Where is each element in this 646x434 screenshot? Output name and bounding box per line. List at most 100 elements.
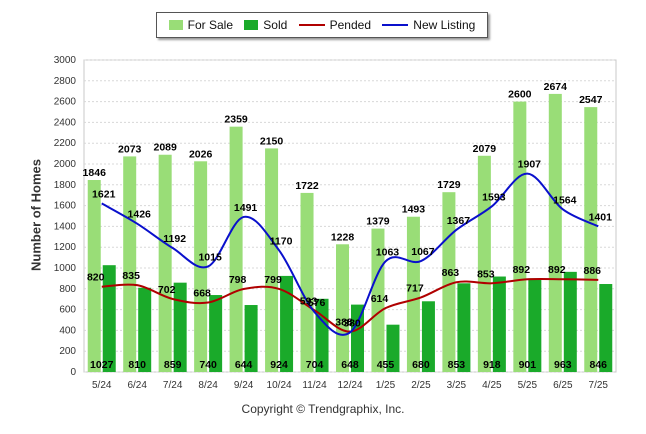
x-tick-label: 11/24 [302,380,327,391]
pended-data-label: 798 [229,274,247,286]
for-sale-data-label: 2073 [118,143,142,155]
sold-bar [386,324,400,372]
sold-data-label: 963 [554,359,572,371]
pended-data-label: 820 [87,272,105,284]
for-sale-data-label: 1722 [295,180,319,192]
for-sale-bar [406,216,420,372]
new-listing-data-label: 1426 [128,209,152,221]
sold-data-label: 918 [483,359,501,371]
new-listing-data-label: 1367 [447,215,471,227]
for-sale-bar [229,126,243,372]
for-sale-bar [265,148,279,372]
for-sale-swatch [168,20,183,30]
new-listing-data-label: 1192 [163,233,186,245]
for-sale-data-label: 1228 [331,231,355,243]
y-tick-label: 1200 [54,242,77,253]
sold-bar [138,287,152,372]
for-sale-bar [300,192,314,372]
for-sale-data-label: 2600 [508,89,532,101]
pended-data-label: 886 [584,265,602,277]
x-tick-label: 10/24 [267,380,292,391]
sold-bar [457,283,471,372]
legend-label-new-listing: New Listing [413,18,476,32]
plot-area [83,59,617,373]
y-tick-label: 2600 [54,97,77,108]
new-listing-data-label: 576 [308,297,326,309]
new-listing-data-label: 1067 [411,246,435,258]
y-tick-label: 2800 [54,76,77,87]
pended-swatch [298,24,325,26]
pended-data-label: 892 [513,264,531,276]
copyright-text: Copyright © Trendgraphix, Inc. [241,402,405,416]
for-sale-data-label: 1729 [437,179,461,191]
sold-data-label: 901 [519,359,537,371]
pended-data-label: 702 [158,284,176,296]
y-tick-label: 200 [59,346,76,357]
for-sale-data-label: 1493 [402,204,426,216]
for-sale-bar [336,244,349,372]
sold-bar [351,304,364,372]
for-sale-bar [87,180,101,372]
legend-label-sold: Sold [263,18,288,32]
y-tick-label: 2400 [54,117,77,128]
for-sale-data-label: 2547 [579,94,603,106]
sold-bar [173,282,187,372]
legend-item-new-listing: New Listing [382,18,475,32]
new-listing-data-label: 380 [343,317,361,329]
for-sale-bar [584,107,598,372]
sold-data-label: 704 [306,359,324,371]
y-tick-label: 2200 [54,138,77,149]
x-tick-label: 7/25 [589,380,609,391]
y-tick-label: 600 [59,305,76,316]
for-sale-data-label: 2359 [224,114,248,126]
for-sale-data-label: 2089 [153,142,177,154]
for-sale-bar [442,192,456,372]
for-sale-bar [477,155,491,372]
y-tick-label: 800 [59,284,76,295]
legend-label-pended: Pended [329,18,371,32]
new-listing-data-label: 1491 [234,202,258,214]
new-listing-data-label: 1063 [376,246,400,258]
for-sale-data-label: 1846 [83,167,107,179]
sold-bar [492,276,506,372]
sold-bar [599,284,613,372]
for-sale-data-label: 2674 [544,81,568,93]
for-sale-bar [371,228,385,372]
pended-data-label: 388 [335,317,353,329]
sold-data-label: 455 [377,359,395,371]
sold-data-label: 924 [270,359,288,371]
x-tick-label: 3/25 [447,380,467,391]
x-tick-label: 8/24 [198,380,218,391]
new-listing-data-label: 1401 [589,211,613,223]
pended-data-label: 863 [442,267,460,279]
for-sale-bar [123,156,137,372]
for-sale-bar [158,154,172,372]
y-tick-label: 400 [59,325,76,336]
for-sale-data-label: 2079 [473,143,497,155]
sold-bar [102,265,116,372]
new-listing-data-label: 1564 [553,194,577,206]
pended-data-label: 614 [371,293,389,305]
for-sale-bar [513,101,527,372]
sold-data-label: 859 [164,359,182,371]
legend-item-pended: Pended [298,18,371,32]
legend-item-for-sale: For Sale [168,18,233,32]
sold-bar [528,278,542,372]
sold-bar [421,301,435,372]
sold-data-label: 810 [128,359,146,371]
y-tick-label: 3000 [54,55,77,66]
sold-data-label: 1027 [90,359,114,371]
x-tick-label: 7/24 [163,380,183,391]
legend: For Sale Sold Pended New Listing [156,12,488,38]
new-listing-data-label: 1907 [518,159,542,171]
legend-item-sold: Sold [244,18,287,32]
sold-data-label: 740 [199,359,217,371]
x-tick-label: 5/25 [518,380,538,391]
pended-data-label: 835 [122,270,140,282]
for-sale-data-label: 2150 [260,135,284,147]
new-listing-line [101,172,599,336]
y-tick-label: 1600 [54,201,77,212]
pended-data-label: 717 [406,282,424,294]
legend-label-for-sale: For Sale [187,18,233,32]
